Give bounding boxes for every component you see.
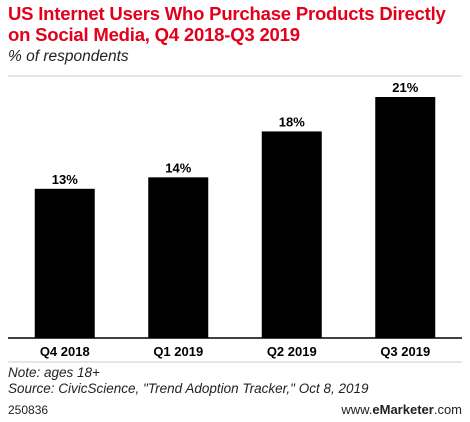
data-label: 18%: [279, 114, 305, 129]
x-tick-label: Q1 2019: [153, 344, 203, 359]
brand-logo: www.eMarketer.com: [341, 402, 462, 417]
bar-q3-2019: [375, 97, 436, 338]
bar-q2-2019: [261, 131, 322, 338]
brand-name: eMarketer: [372, 402, 434, 417]
x-tick-label: Q4 2018: [40, 344, 90, 359]
chart-note: Note: ages 18+: [8, 365, 100, 380]
chart-title: US Internet Users Who Purchase Products …: [8, 3, 446, 45]
chart-source: Source: CivicScience, "Trend Adoption Tr…: [8, 381, 369, 396]
data-label: 21%: [392, 80, 418, 95]
x-tick-label: Q3 2019: [380, 344, 430, 359]
brand-prefix: www.: [341, 402, 373, 417]
chart-id: 250836: [8, 403, 49, 417]
bar-q4-2018: [34, 188, 95, 338]
data-label: 13%: [52, 172, 78, 187]
brand-suffix: .com: [433, 402, 462, 417]
x-tick-label: Q2 2019: [267, 344, 317, 359]
chart-subtitle: % of respondents: [8, 48, 129, 65]
data-label: 14%: [165, 160, 191, 175]
bar-q1-2019: [148, 177, 209, 338]
